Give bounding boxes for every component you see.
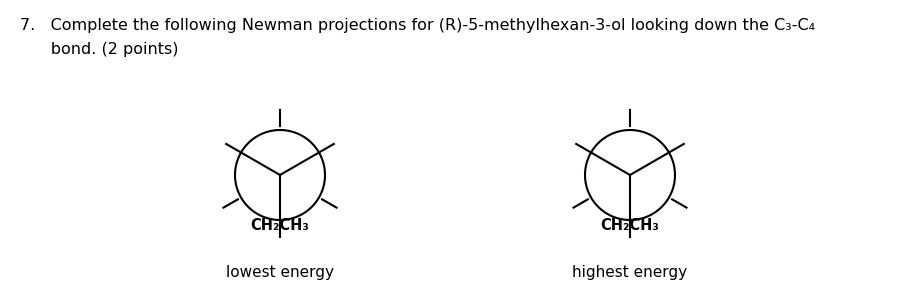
Text: 7.   Complete the following Newman projections for (R)-5-methylhexan-3-ol lookin: 7. Complete the following Newman project… <box>20 18 815 33</box>
Text: CH₂CH₃: CH₂CH₃ <box>250 218 309 233</box>
Text: lowest energy: lowest energy <box>226 265 334 280</box>
Text: highest energy: highest energy <box>572 265 688 280</box>
Text: CH₂CH₃: CH₂CH₃ <box>601 218 659 233</box>
Text: bond. (2 points): bond. (2 points) <box>20 42 179 57</box>
